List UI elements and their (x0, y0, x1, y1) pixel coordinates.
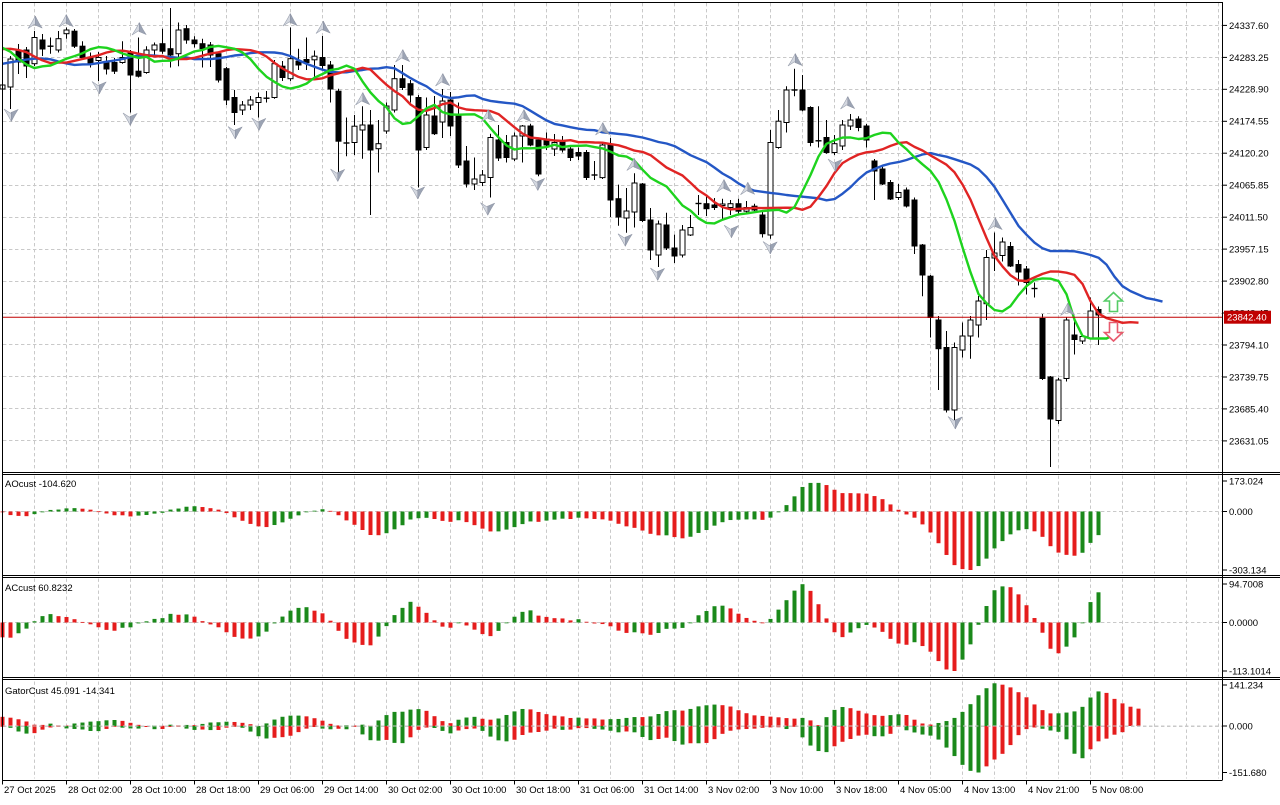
svg-text:23631.05: 23631.05 (1229, 436, 1269, 447)
svg-text:4 Nov 05:00: 4 Nov 05:00 (900, 785, 951, 796)
svg-text:30 Oct 02:00: 30 Oct 02:00 (388, 785, 442, 796)
svg-text:31 Oct 14:00: 31 Oct 14:00 (644, 785, 698, 796)
svg-text:0.000: 0.000 (1229, 721, 1253, 732)
svg-text:28 Oct 18:00: 28 Oct 18:00 (196, 785, 250, 796)
svg-text:23794.10: 23794.10 (1229, 340, 1269, 351)
svg-text:0.0000: 0.0000 (1229, 618, 1258, 629)
svg-text:-113.1014: -113.1014 (1229, 666, 1271, 677)
svg-text:AOcust -104.620: AOcust -104.620 (5, 479, 76, 490)
svg-text:30 Oct 18:00: 30 Oct 18:00 (516, 785, 570, 796)
svg-text:23739.75: 23739.75 (1229, 372, 1269, 383)
svg-text:0.000: 0.000 (1229, 507, 1253, 518)
svg-text:23957.15: 23957.15 (1229, 245, 1269, 256)
svg-text:3 Nov 18:00: 3 Nov 18:00 (836, 785, 887, 796)
svg-text:ACcust 60.8232: ACcust 60.8232 (5, 583, 73, 594)
svg-text:5 Nov 08:00: 5 Nov 08:00 (1092, 785, 1143, 796)
svg-text:24337.60: 24337.60 (1229, 21, 1269, 32)
svg-text:24283.25: 24283.25 (1229, 53, 1269, 64)
svg-text:4 Nov 13:00: 4 Nov 13:00 (964, 785, 1015, 796)
svg-text:28 Oct 10:00: 28 Oct 10:00 (132, 785, 186, 796)
svg-text:3 Nov 10:00: 3 Nov 10:00 (772, 785, 823, 796)
svg-text:24120.20: 24120.20 (1229, 149, 1269, 160)
svg-text:31 Oct 06:00: 31 Oct 06:00 (580, 785, 634, 796)
svg-text:27 Oct 2025: 27 Oct 2025 (4, 785, 56, 796)
svg-text:-151.680: -151.680 (1229, 768, 1267, 779)
svg-text:29 Oct 06:00: 29 Oct 06:00 (260, 785, 314, 796)
svg-text:173.024: 173.024 (1229, 476, 1263, 487)
svg-text:24228.90: 24228.90 (1229, 85, 1269, 96)
svg-text:GatorCust 45.091 -14.341: GatorCust 45.091 -14.341 (5, 686, 115, 697)
svg-text:29 Oct 14:00: 29 Oct 14:00 (324, 785, 378, 796)
svg-text:-303.134: -303.134 (1229, 565, 1267, 576)
svg-text:94.7008: 94.7008 (1229, 579, 1263, 590)
svg-text:23842.40: 23842.40 (1227, 313, 1267, 324)
svg-text:28 Oct 02:00: 28 Oct 02:00 (68, 785, 122, 796)
svg-text:141.234: 141.234 (1229, 680, 1263, 691)
svg-text:30 Oct 10:00: 30 Oct 10:00 (452, 785, 506, 796)
svg-text:24174.55: 24174.55 (1229, 117, 1269, 128)
svg-text:24065.85: 24065.85 (1229, 181, 1269, 192)
svg-text:24011.50: 24011.50 (1229, 213, 1268, 224)
svg-text:3 Nov 02:00: 3 Nov 02:00 (708, 785, 759, 796)
svg-text:23902.80: 23902.80 (1229, 277, 1269, 288)
svg-text:23685.40: 23685.40 (1229, 404, 1269, 415)
svg-text:4 Nov 21:00: 4 Nov 21:00 (1028, 785, 1079, 796)
